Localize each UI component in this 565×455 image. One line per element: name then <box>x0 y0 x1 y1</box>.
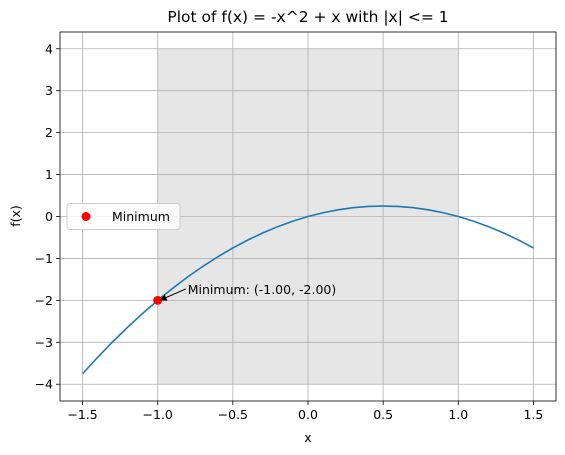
y-tick-label: −2 <box>35 293 53 308</box>
y-tick-label: 2 <box>45 125 53 140</box>
x-tick-label: 1.0 <box>448 407 468 422</box>
axes-frame <box>59 31 557 402</box>
y-axis-label: f(x) <box>8 205 23 227</box>
x-tick-label: 0.0 <box>298 407 318 422</box>
y-tick-label: 0 <box>45 209 53 224</box>
legend-label: Minimum <box>112 209 170 224</box>
x-tick-label: −1.0 <box>143 407 173 422</box>
chart-title: Plot of f(x) = -x^2 + x with |x| <= 1 <box>167 8 448 26</box>
legend-marker <box>81 212 91 221</box>
x-axis-label: x <box>304 430 311 445</box>
y-tick-label: 1 <box>45 167 53 182</box>
x-tick-label: −1.5 <box>67 407 97 422</box>
y-tick-label: 4 <box>45 41 53 56</box>
annotation-arrow <box>159 288 186 301</box>
y-tick-label: −3 <box>35 335 53 350</box>
legend-box <box>66 203 181 230</box>
y-tick-label: 3 <box>45 83 53 98</box>
y-tick-label: −1 <box>35 251 53 266</box>
x-tick-label: 1.5 <box>524 407 544 422</box>
annotation: Minimum: (-1.00, -2.00) <box>188 282 337 297</box>
x-tick-label: −0.5 <box>218 407 248 422</box>
legend: Minimum <box>66 203 181 230</box>
y-tick-label: −4 <box>35 377 53 392</box>
x-tick-label: 0.5 <box>373 407 393 422</box>
